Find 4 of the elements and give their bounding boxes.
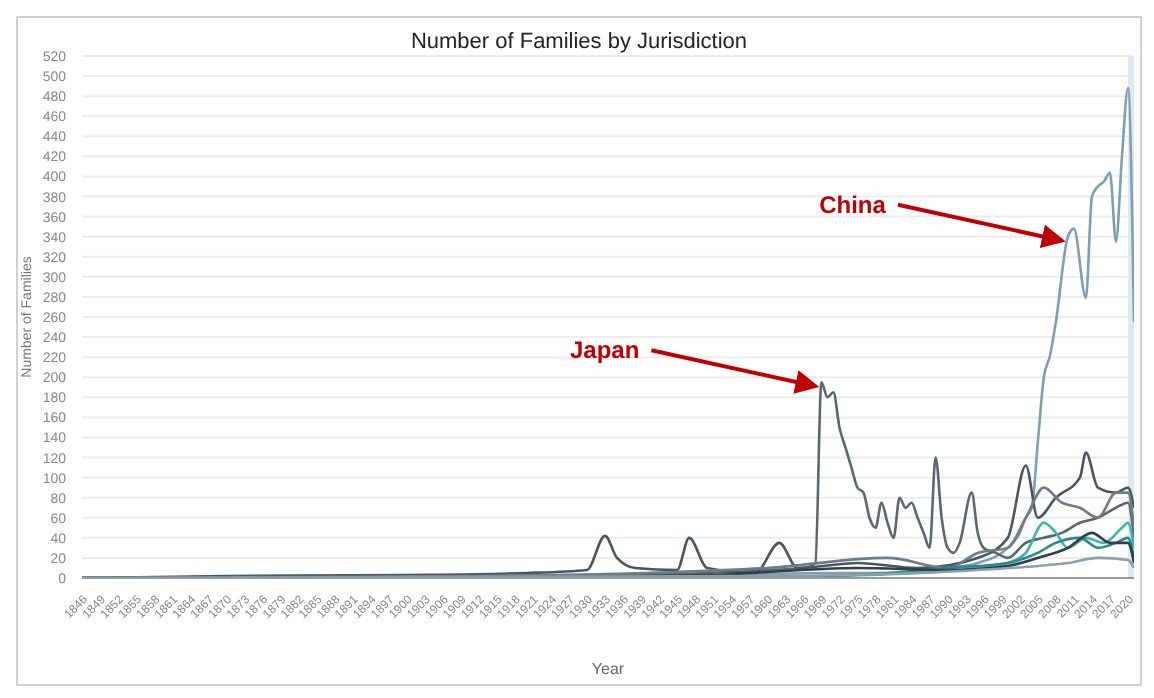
chart-title: Number of Families by Jurisdiction <box>410 30 748 54</box>
annotation: Japan <box>570 336 640 365</box>
x-axis-title: Year <box>591 660 625 678</box>
annotation: China <box>819 190 887 219</box>
